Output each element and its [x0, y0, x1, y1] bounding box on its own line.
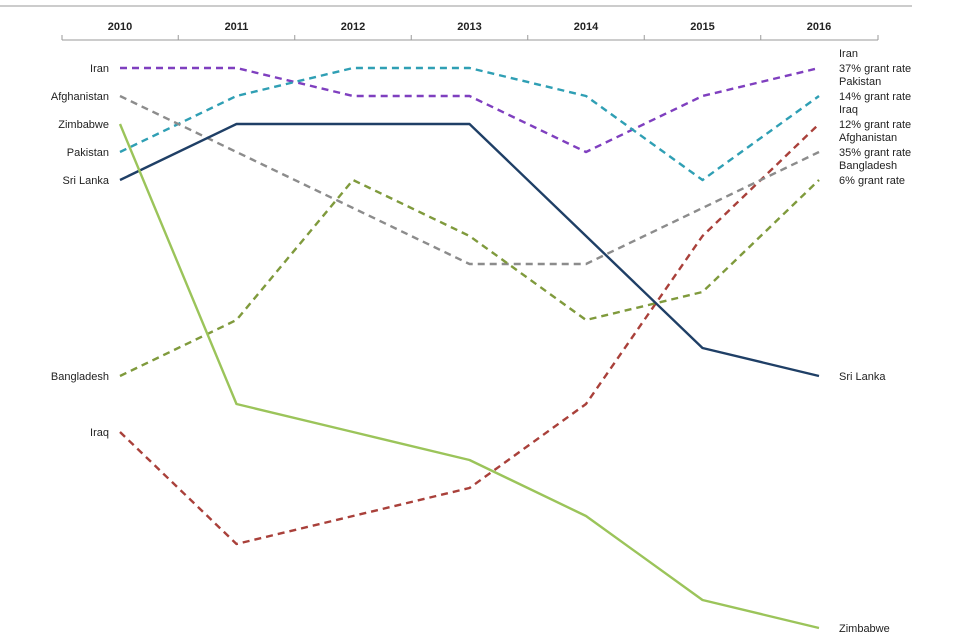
series-lines — [118, 66, 820, 630]
start-label-afghanistan: Afghanistan — [51, 91, 109, 103]
x-tick-label: 2013 — [457, 21, 481, 33]
x-axis: 2010 2011 2012 2013 2014 2015 2016 — [61, 21, 879, 41]
end-label-pakistan: Pakistan 14% grant rate — [839, 76, 911, 103]
series-line-bangladesh — [119, 178, 820, 378]
x-tick-label: 2014 — [574, 21, 599, 33]
series-line-zimbabwe — [118, 123, 820, 630]
end-label-sri-lanka: Sri Lanka — [839, 371, 886, 383]
start-label-iraq: Iraq — [90, 427, 109, 439]
end-label-bangladesh: Bangladesh 6% grant rate — [839, 160, 905, 187]
start-label-bangladesh: Bangladesh — [51, 371, 109, 383]
end-label-iraq: Iraq 12% grant rate — [839, 104, 911, 131]
x-tick-label: 2012 — [341, 21, 365, 33]
x-tick-label: 2010 — [108, 21, 132, 33]
end-label-iran: Iran 37% grant rate — [839, 48, 911, 75]
start-label-zimbabwe: Zimbabwe — [58, 119, 109, 131]
x-tick-label: 2011 — [225, 21, 249, 33]
start-label-sri-lanka: Sri Lanka — [63, 175, 110, 187]
x-tick-label: 2016 — [807, 21, 831, 33]
series-labels: Iran Pakistan Iraq Afghanistan Bangladesh Sri… — [51, 48, 911, 635]
series-line-afghanistan — [119, 94, 820, 266]
end-label-zimbabwe: Zimbabwe — [839, 623, 890, 635]
series-line-iran — [120, 66, 820, 154]
end-label-afghanistan: Afghanistan 35% grant rate — [839, 132, 911, 159]
start-label-iran: Iran — [90, 63, 109, 75]
series-line-sri-lanka — [119, 122, 820, 378]
x-tick-label: 2015 — [690, 21, 714, 33]
series-line-iraq — [119, 123, 820, 546]
series-line-pakistan — [119, 66, 820, 182]
start-label-pakistan: Pakistan — [67, 147, 109, 159]
